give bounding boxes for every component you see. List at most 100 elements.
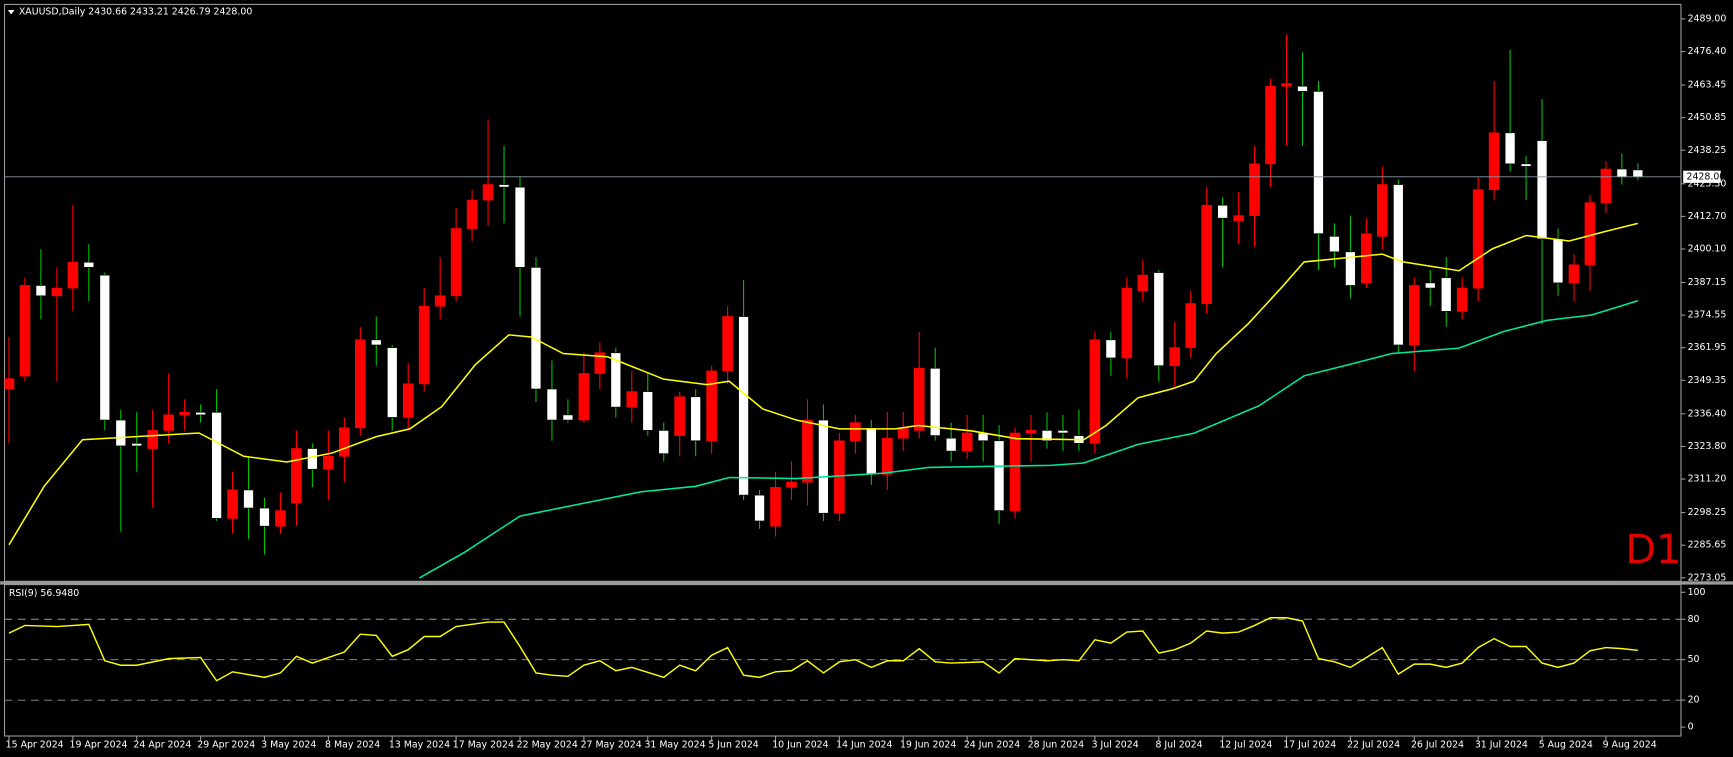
y-tick-label: 2438.25	[1688, 145, 1727, 156]
x-tick-label: 8 Jul 2024	[1155, 739, 1202, 750]
x-tick-label: 26 Jul 2024	[1411, 739, 1464, 750]
x-tick-label: 5 Aug 2024	[1539, 739, 1593, 750]
x-tick-label: 27 May 2024	[581, 739, 642, 750]
candle-body	[1249, 163, 1260, 216]
candle-body	[83, 261, 95, 268]
candle-body	[546, 388, 558, 421]
y-tick-label: 2425.30	[1688, 178, 1727, 189]
x-tick-label: 22 May 2024	[517, 739, 578, 750]
candle-body	[482, 184, 494, 201]
candle-body	[1153, 272, 1165, 367]
candle-body	[626, 391, 638, 408]
candle-body	[738, 316, 749, 496]
candle-body	[67, 261, 79, 289]
timeframe-label: D1	[1625, 527, 1681, 573]
candle-body	[1440, 277, 1452, 312]
candle-body	[1408, 285, 1420, 346]
candle-body	[1057, 430, 1069, 434]
candle-body	[1233, 215, 1244, 222]
y-tick-label: 2311.20	[1688, 474, 1727, 485]
candle-body	[1025, 430, 1037, 434]
candle-body	[355, 339, 366, 429]
candle-body	[211, 411, 222, 519]
candle-body	[1424, 282, 1436, 289]
candle-body	[690, 396, 701, 442]
candle-body	[961, 432, 973, 452]
candle-body	[339, 427, 350, 457]
candle-body	[706, 370, 717, 442]
chart-title: XAUUSD,Daily 2430.66 2433.21 2426.79 242…	[19, 7, 252, 18]
candle-body	[227, 489, 238, 519]
x-tick-label: 17 Jul 2024	[1283, 739, 1336, 750]
candle-body	[1584, 202, 1596, 266]
x-tick-label: 24 Apr 2024	[133, 739, 191, 750]
candle-body	[1137, 274, 1149, 291]
price-label: 2428.00	[1686, 171, 1725, 182]
candle-body	[578, 373, 590, 421]
candle-body	[275, 510, 286, 527]
candle-body	[1393, 184, 1404, 346]
candle-body	[929, 367, 941, 436]
x-tick-label: 31 May 2024	[644, 739, 705, 750]
candle-body	[1456, 287, 1468, 312]
x-tick-label: 8 May 2024	[325, 739, 380, 750]
candle-body	[562, 414, 574, 421]
x-tick-label: 9 Aug 2024	[1603, 739, 1657, 750]
candle-body	[1281, 83, 1292, 87]
candle-body	[147, 430, 159, 449]
candle-body	[1121, 287, 1133, 359]
candle-body	[658, 430, 670, 455]
x-tick-label: 19 Jun 2024	[900, 739, 956, 750]
y-tick-label: 2400.10	[1688, 243, 1727, 254]
candle-body	[323, 455, 334, 470]
candle-body	[1297, 85, 1308, 92]
candle-body	[1009, 432, 1021, 511]
candle-body	[179, 411, 190, 416]
candle-body	[754, 494, 765, 522]
y-tick-label: 2361.95	[1688, 342, 1727, 353]
candle-body	[802, 419, 813, 483]
candle-body	[881, 437, 893, 475]
candle-body	[498, 184, 510, 188]
rsi-y-tick-label: 100	[1688, 587, 1706, 598]
y-tick-label: 2336.40	[1688, 408, 1727, 419]
candle-body	[722, 316, 733, 372]
candle-body	[1217, 204, 1228, 219]
candle-body	[1488, 132, 1500, 191]
x-tick-label: 3 Jul 2024	[1092, 739, 1139, 750]
candle-body	[307, 448, 318, 470]
candle-body	[1329, 235, 1340, 253]
candle-body	[1568, 264, 1580, 284]
candle-body	[4, 378, 15, 390]
x-tick-label: 29 Apr 2024	[197, 739, 255, 750]
candle-body	[1536, 140, 1548, 240]
x-tick-label: 14 Jun 2024	[836, 739, 892, 750]
candle-body	[945, 437, 957, 452]
candle-body	[1520, 163, 1532, 167]
y-tick-label: 2374.55	[1688, 310, 1727, 321]
candle-body	[1472, 189, 1484, 289]
candle-body	[466, 199, 478, 229]
candle-body	[35, 285, 47, 297]
candle-body	[99, 274, 111, 421]
y-tick-label: 2285.65	[1688, 540, 1727, 551]
candle-body	[1201, 204, 1212, 304]
candle-body	[418, 305, 430, 385]
candle-body	[642, 391, 654, 431]
candle-body	[402, 383, 414, 418]
panel-separator	[0, 581, 1733, 585]
menu-arrow[interactable]	[7, 9, 15, 15]
rsi-y-tick-label: 80	[1688, 614, 1700, 625]
candle-body	[1169, 347, 1181, 367]
candle-body	[1600, 168, 1612, 203]
candle-body	[674, 396, 685, 436]
main-plot	[4, 34, 1681, 579]
candle-body	[1361, 233, 1372, 284]
y-tick-label: 2476.40	[1688, 46, 1727, 57]
candle-body	[530, 267, 542, 390]
x-tick-label: 15 Apr 2024	[6, 739, 64, 750]
candle-body	[1504, 132, 1516, 165]
